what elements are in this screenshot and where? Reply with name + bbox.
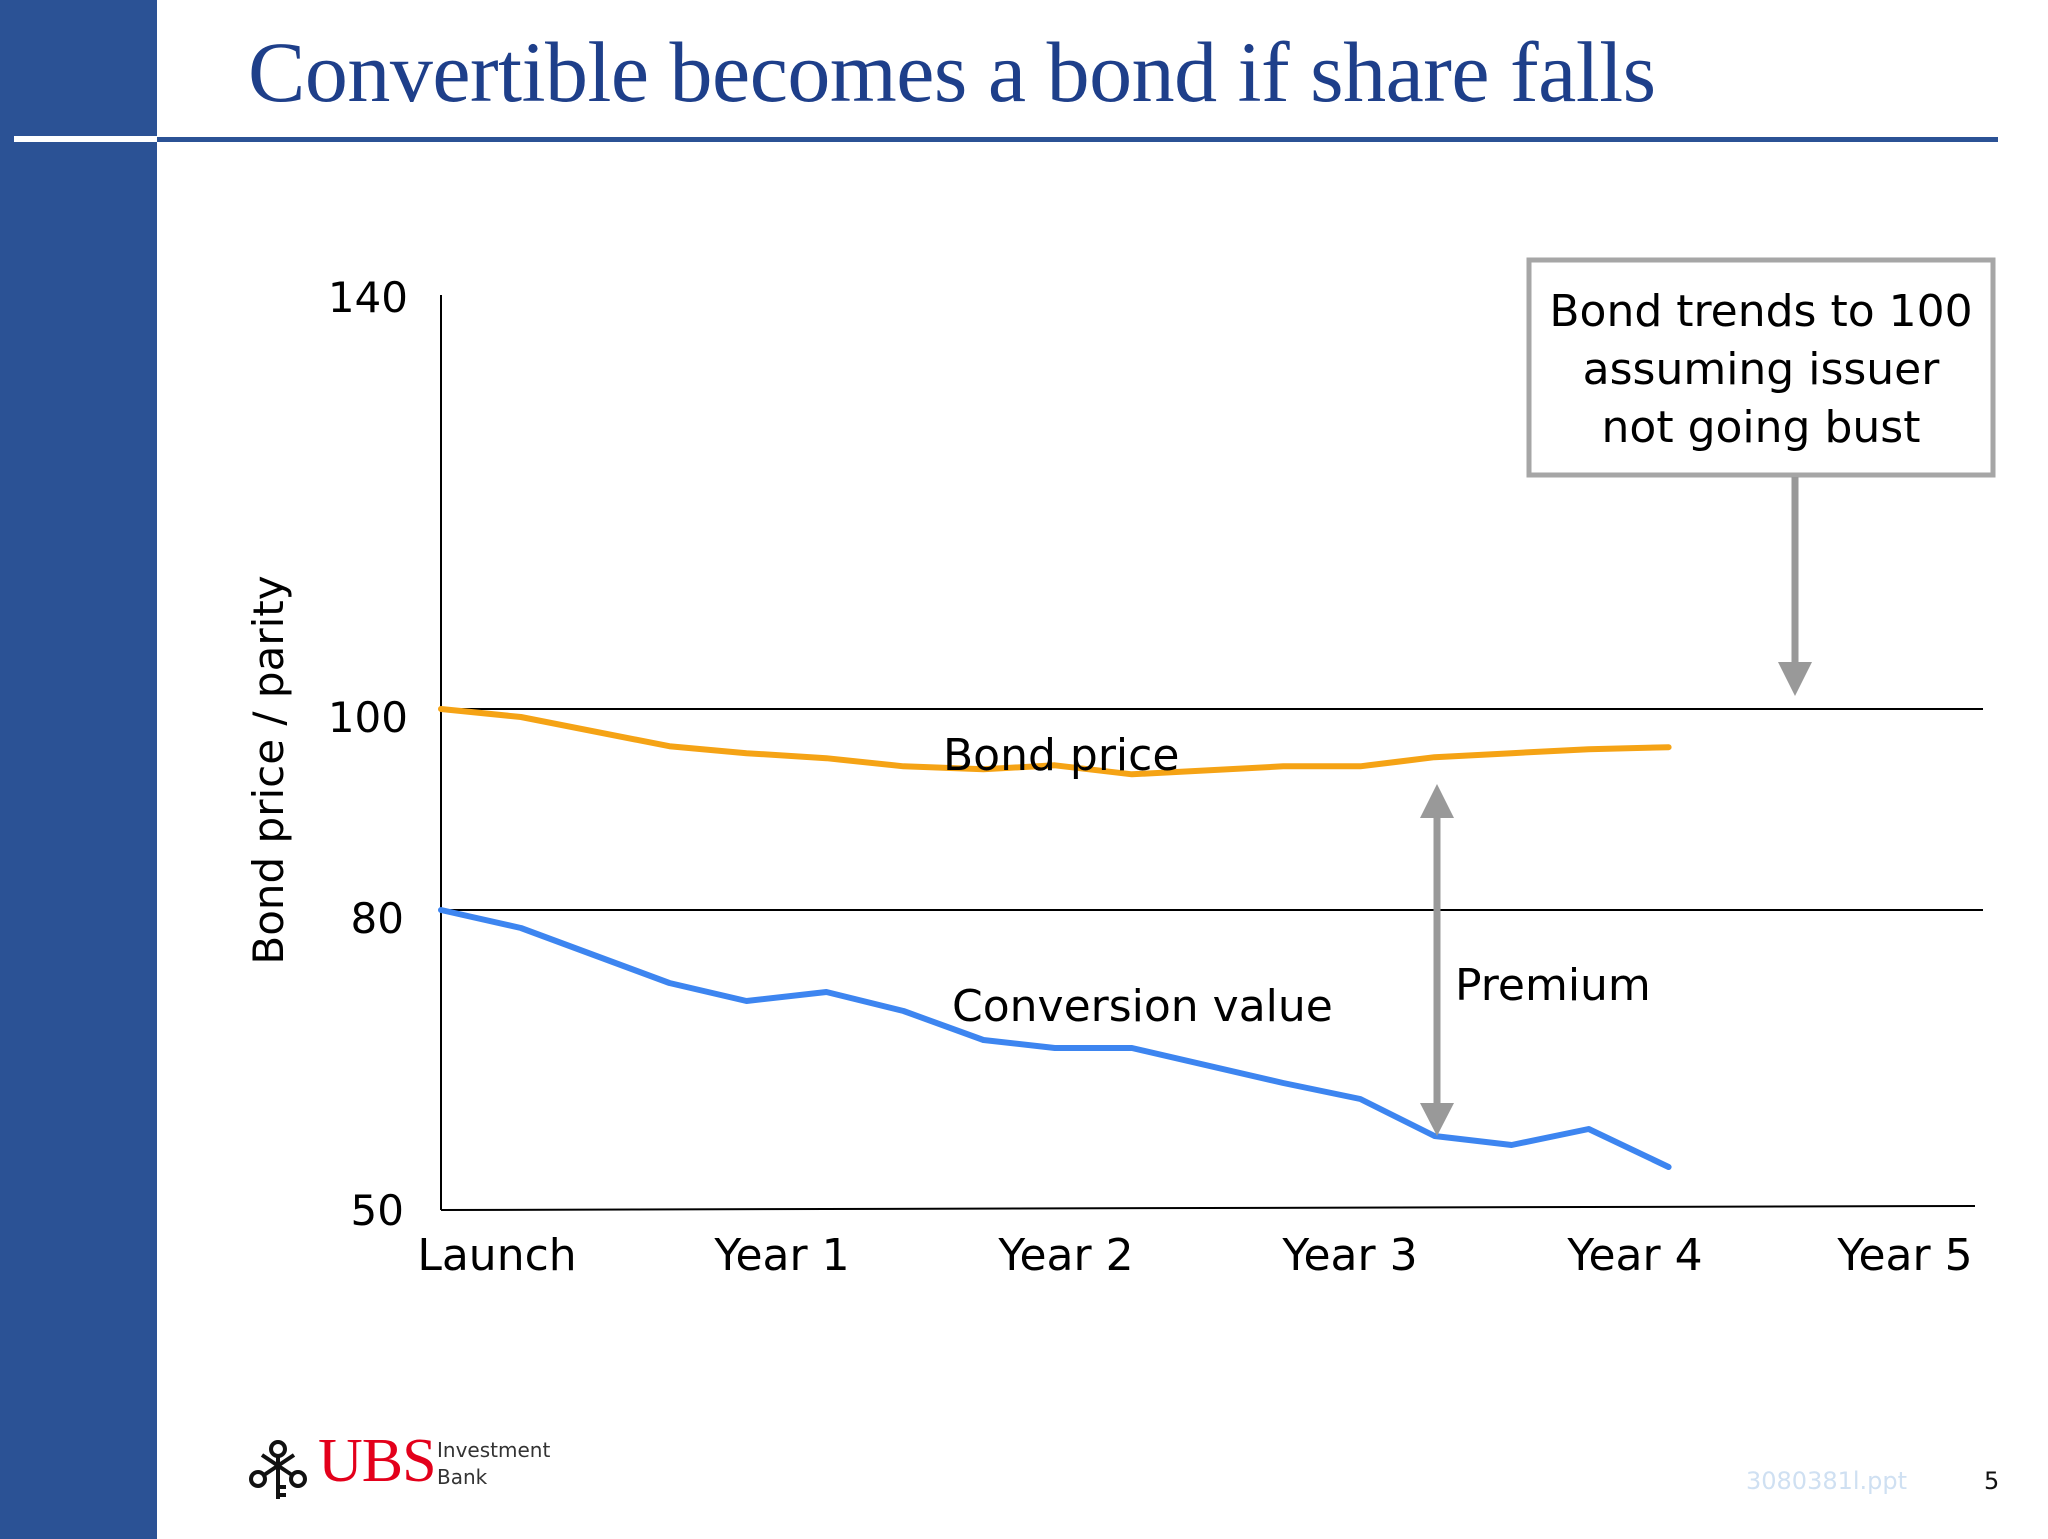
series-label-bond-price: Bond price — [943, 730, 1179, 781]
x-tick-label-year-5: Year 5 — [1836, 1230, 1972, 1281]
footer-file-name: 3080381l.ppt — [1746, 1467, 1908, 1495]
series-line-conversion-value — [438, 907, 1672, 1170]
premium-arrow — [1420, 784, 1454, 1136]
left-band-stripe — [14, 136, 157, 142]
premium-arrowhead-down — [1420, 1103, 1454, 1136]
callout-box: Bond trends to 100 assuming issuer not g… — [1526, 257, 1996, 696]
x-tick-label-year-2: Year 2 — [997, 1230, 1133, 1281]
series-label-conversion-value: Conversion value — [952, 981, 1333, 1032]
y-tick-label-50: 50 — [351, 1186, 404, 1235]
callout-line-2: assuming issuer — [1583, 344, 1941, 395]
callout-line-1: Bond trends to 100 — [1549, 286, 1972, 337]
y-tick-label-80: 80 — [351, 894, 404, 943]
x-tick-label-launch: Launch — [417, 1230, 576, 1281]
logo-subtitle-line-2: Bank — [437, 1465, 488, 1489]
callout-frame — [1526, 257, 1996, 478]
y-tick-label-140: 140 — [328, 273, 408, 322]
x-tick-labels: Launch Year 1 Year 2 Year 3 Year 4 Year … — [417, 1230, 1972, 1281]
title-underline — [157, 137, 1998, 142]
page-number: 5 — [1984, 1467, 2000, 1495]
premium-arrowhead-up — [1420, 784, 1454, 818]
x-tick-label-year-4: Year 4 — [1566, 1230, 1702, 1281]
three-keys-icon — [249, 1440, 307, 1499]
x-axis-line — [440, 1205, 1976, 1211]
y-axis-label: Bond price / parity — [244, 575, 293, 964]
premium-label: Premium — [1455, 960, 1651, 1011]
left-accent-band — [0, 0, 157, 1539]
series-line-bond-price — [438, 706, 1672, 778]
callout-arrowhead — [1778, 662, 1812, 696]
axes — [440, 295, 1983, 1211]
y-tick-labels: 140 100 80 50 — [328, 273, 408, 1235]
logo-wordmark: UBS — [318, 1427, 437, 1495]
callout-line-3: not going bust — [1602, 402, 1921, 453]
logo-subtitle-line-1: Investment — [437, 1438, 551, 1462]
slide-title: Convertible becomes a bond if share fall… — [248, 24, 1656, 120]
x-tick-label-year-3: Year 3 — [1281, 1230, 1417, 1281]
y-tick-label-100: 100 — [328, 693, 408, 742]
x-tick-label-year-1: Year 1 — [713, 1230, 849, 1281]
